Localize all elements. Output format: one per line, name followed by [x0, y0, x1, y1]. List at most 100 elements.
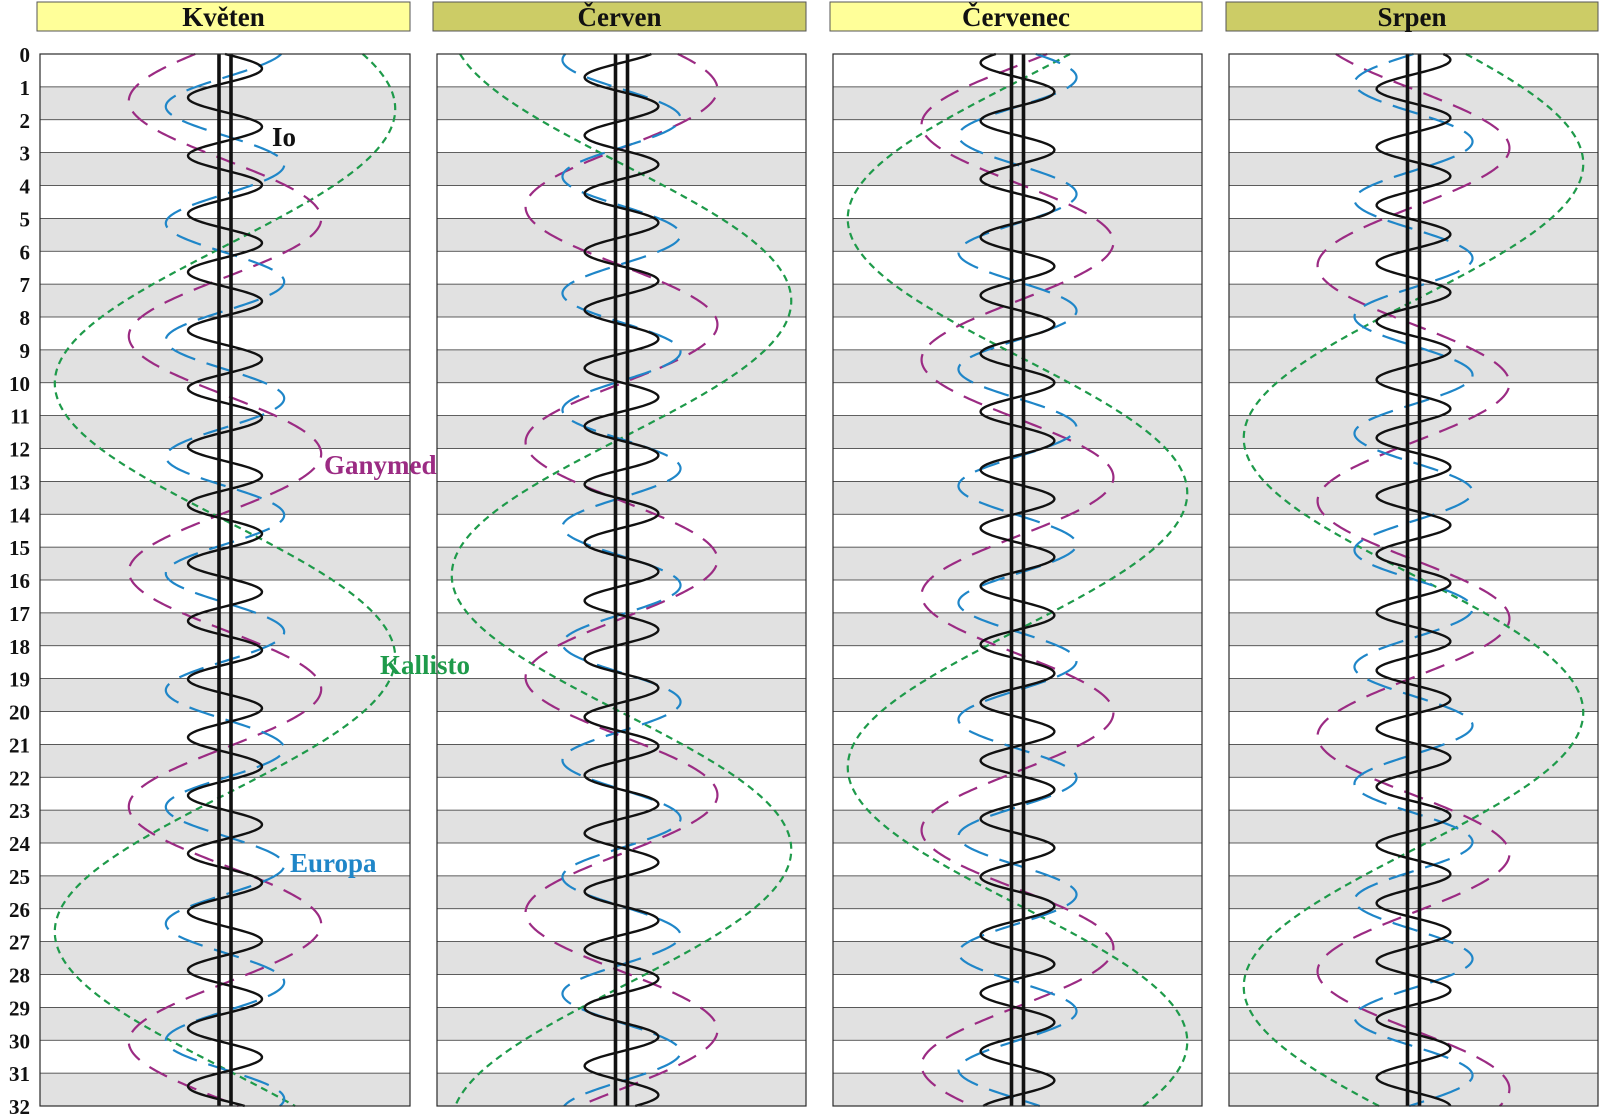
series-kallisto-line	[53, 53, 397, 1107]
day-band	[833, 382, 1202, 416]
day-band	[833, 481, 1202, 515]
panel-frame	[436, 53, 807, 1107]
series-io-line	[979, 52, 1056, 1108]
jupiter-disc-bands	[217, 54, 1422, 1106]
day-tick-label: 27	[9, 931, 30, 955]
day-band	[437, 678, 806, 712]
day-tick-label: 31	[9, 1062, 30, 1086]
day-band	[1229, 777, 1598, 811]
month-header-box	[432, 1, 807, 32]
series-io-line	[1375, 52, 1452, 1107]
day-band	[833, 1073, 1202, 1106]
series-kallisto-line	[846, 53, 1189, 1107]
day-band	[1229, 251, 1598, 285]
day-tick-label: 1	[20, 76, 31, 100]
day-band	[40, 349, 410, 383]
day-band	[833, 974, 1202, 1008]
day-band	[437, 974, 806, 1008]
moon-curves	[53, 52, 1585, 1108]
series-europa-line	[1353, 52, 1474, 1108]
day-tick-label: 20	[9, 701, 30, 725]
day-tick-label: 19	[9, 668, 30, 692]
day-band	[437, 875, 806, 909]
day-band	[833, 152, 1202, 186]
series-ganymed-line	[127, 52, 323, 1108]
day-tick-label: 7	[20, 273, 31, 297]
day-band	[1229, 54, 1598, 87]
day-tick-label: 30	[9, 1029, 30, 1053]
day-axis: 0123456789101112131415161718192021222324…	[9, 43, 31, 1118]
day-band	[1229, 711, 1598, 745]
day-tick-label: 11	[10, 405, 30, 429]
month-header-box	[1225, 1, 1599, 32]
label-ganymed: Ganymed	[324, 450, 437, 480]
day-band	[1229, 415, 1598, 449]
day-band	[1229, 514, 1598, 548]
day-band	[833, 547, 1202, 580]
month-header-box	[829, 1, 1203, 32]
month-header-label: Červenec	[962, 2, 1070, 32]
day-band	[40, 448, 410, 482]
day-tick-label: 14	[9, 503, 31, 527]
day-tick-label: 6	[20, 240, 31, 264]
month-header-label: Červen	[578, 2, 662, 32]
day-band	[1229, 119, 1598, 153]
day-band	[40, 711, 410, 745]
day-band	[833, 86, 1202, 120]
day-band	[833, 317, 1202, 350]
day-band	[1229, 382, 1598, 416]
day-band	[833, 1007, 1202, 1041]
day-tick-label: 5	[20, 207, 31, 231]
day-band	[833, 678, 1202, 712]
series-europa-line	[164, 53, 286, 1107]
day-band	[437, 415, 806, 449]
day-band	[833, 251, 1202, 285]
series-ganymed-line	[524, 53, 719, 1108]
day-band	[40, 744, 410, 778]
day-band	[40, 843, 410, 876]
day-band	[40, 284, 410, 317]
day-band	[1229, 1007, 1598, 1041]
day-band	[40, 54, 410, 87]
series-ganymed-line	[1316, 53, 1511, 1107]
month-header-label: Srpen	[1377, 2, 1446, 32]
day-band	[1229, 448, 1598, 482]
day-band	[833, 580, 1202, 613]
day-band	[1229, 481, 1598, 515]
day-tick-label: 10	[9, 372, 30, 396]
day-band	[40, 810, 410, 843]
series-kallisto-line	[450, 53, 793, 1107]
day-band	[40, 941, 410, 975]
day-band	[437, 1040, 806, 1074]
day-band	[437, 810, 806, 843]
day-tick-label: 2	[20, 109, 31, 133]
series-europa-line	[957, 52, 1078, 1108]
series-ganymed-line	[920, 52, 1115, 1108]
day-band	[437, 547, 806, 580]
day-tick-label: 12	[9, 438, 30, 462]
day-band	[437, 284, 806, 317]
series-io-line	[186, 52, 264, 1108]
day-band	[437, 251, 806, 285]
day-tick-label: 17	[9, 602, 30, 626]
day-band	[40, 1007, 410, 1041]
day-tick-label: 23	[9, 799, 30, 823]
label-europa: Europa	[290, 848, 377, 878]
day-band	[40, 547, 410, 580]
day-tick-label: 4	[20, 175, 31, 199]
day-band	[40, 152, 410, 186]
day-band	[1229, 1073, 1598, 1106]
month-header-label: Květen	[182, 2, 264, 32]
moon-labels: Io Ganymed Kallisto Europa	[272, 122, 470, 878]
month-header-box	[36, 1, 411, 32]
day-band	[437, 514, 806, 548]
day-tick-label: 29	[9, 996, 30, 1020]
series-io-line	[583, 52, 660, 1108]
day-tick-label: 26	[9, 898, 30, 922]
day-tick-label: 8	[20, 306, 31, 330]
day-band	[437, 448, 806, 482]
series-kallisto-line	[1242, 53, 1585, 1107]
day-band	[437, 711, 806, 745]
day-tick-label: 0	[20, 43, 31, 67]
